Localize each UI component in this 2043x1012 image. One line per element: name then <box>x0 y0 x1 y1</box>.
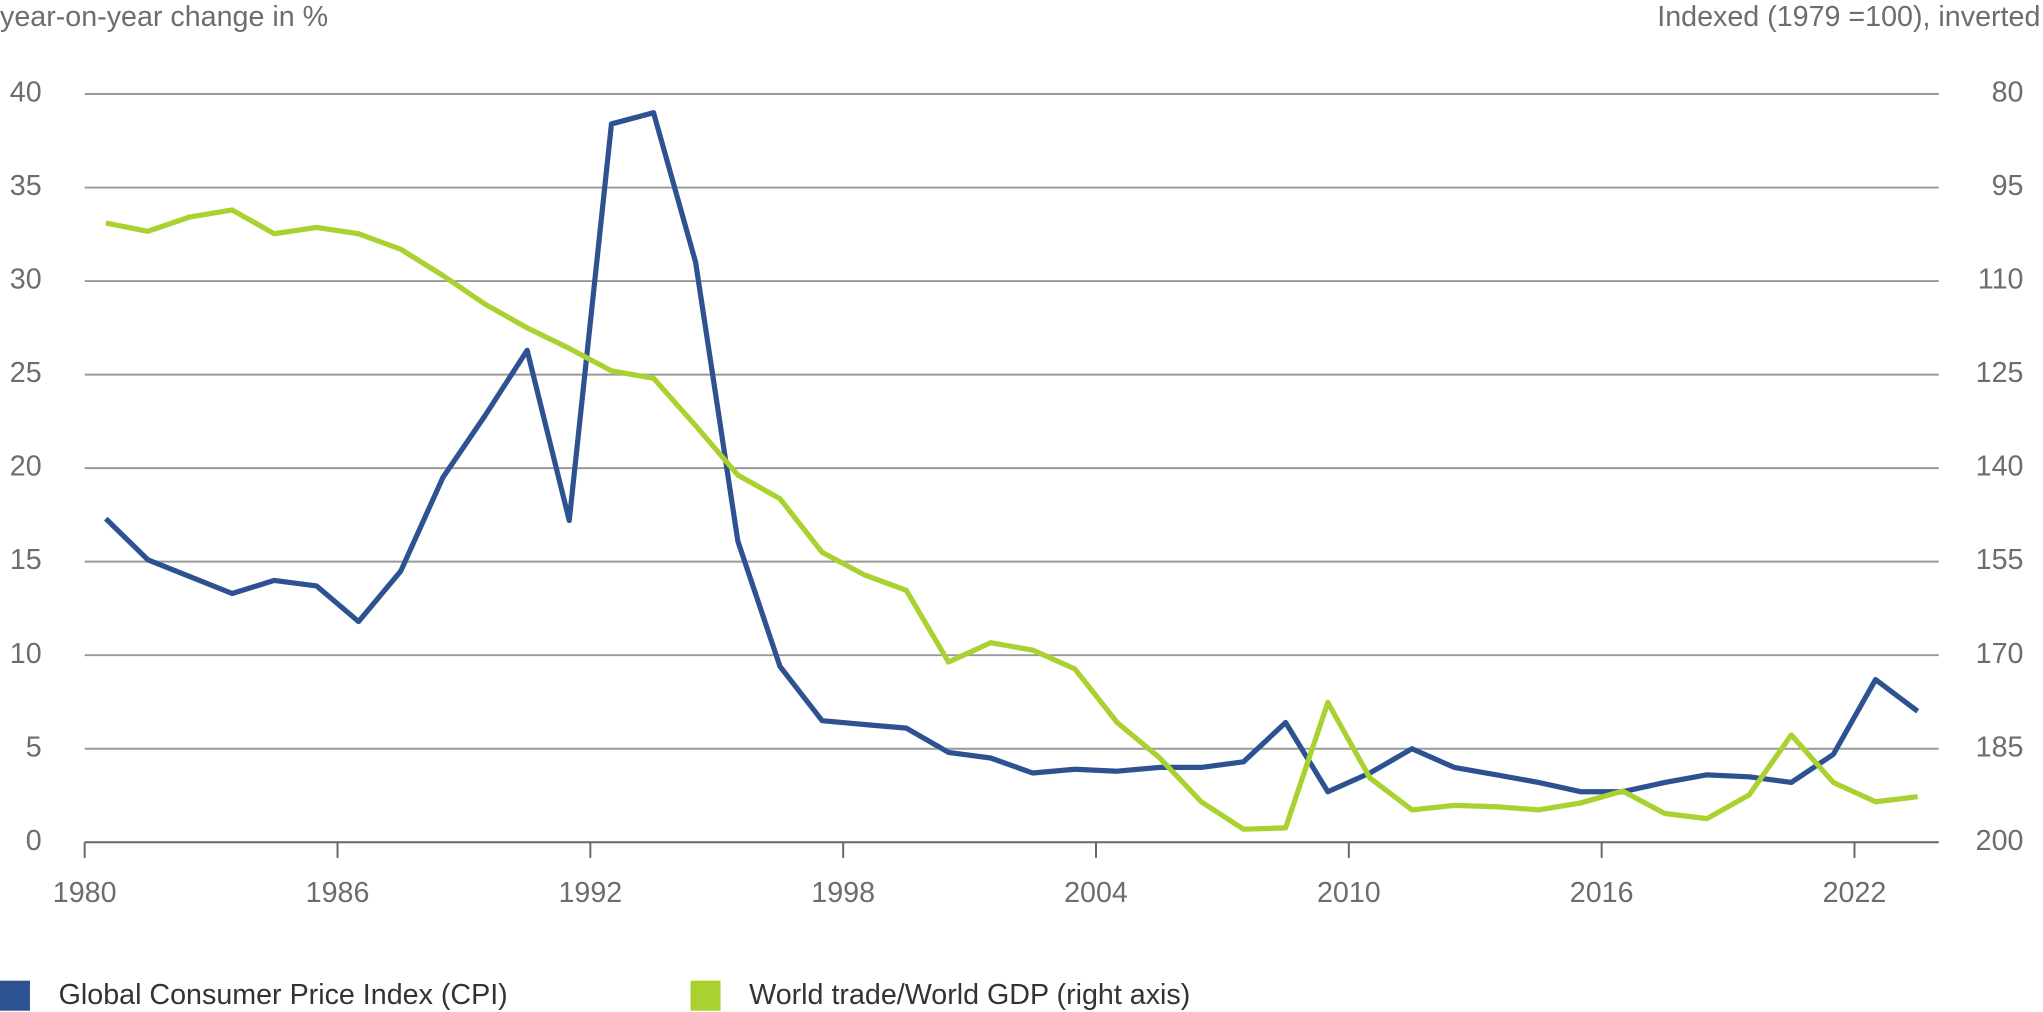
legend-swatch <box>0 980 30 1011</box>
y2-tick-label: 200 <box>1976 825 2024 857</box>
y-tick-label: 40 <box>10 77 42 109</box>
y2-tick-label: 140 <box>1976 451 2024 483</box>
y2-tick-label: 110 <box>1978 264 2024 296</box>
x-tick-label: 2016 <box>1570 877 1634 909</box>
x-tick-label: 1998 <box>811 877 875 909</box>
series-line <box>105 207 1918 832</box>
x-tick-label: 2022 <box>1823 877 1887 909</box>
y-tick-label: 30 <box>10 264 42 296</box>
y2-tick-label: 95 <box>1992 170 2024 202</box>
y-tick-label: 5 <box>26 731 42 763</box>
y2-tick-label: 185 <box>1976 731 2024 763</box>
y2-tick-label: 125 <box>1976 357 2024 389</box>
legend-swatch <box>690 980 721 1011</box>
y-tick-label: 10 <box>10 638 42 670</box>
y-axis-label: year-on-year change in % <box>0 1 328 33</box>
y2-tick-label: 80 <box>1992 77 2024 109</box>
x-tick-label: 2004 <box>1064 877 1128 909</box>
x-tick-label: 2010 <box>1317 877 1381 909</box>
y-tick-label: 15 <box>10 544 42 576</box>
legend-label: Global Consumer Price Index (CPI) <box>59 979 508 1011</box>
y-tick-label: 35 <box>10 170 42 202</box>
y-tick-label: 25 <box>10 357 42 389</box>
y2-tick-label: 155 <box>1976 544 2024 576</box>
x-tick-label: 1980 <box>53 877 117 909</box>
y2-tick-label: 170 <box>1976 638 2024 670</box>
x-tick-label: 1986 <box>306 877 370 909</box>
series-line <box>103 110 1920 795</box>
y2-axis-label: Indexed (1979 =100), inverted <box>1657 1 2040 33</box>
legend-label: World trade/World GDP (right axis) <box>749 979 1190 1011</box>
y-tick-label: 20 <box>10 451 42 483</box>
x-tick-label: 1992 <box>558 877 622 909</box>
y-tick-label: 0 <box>26 825 42 857</box>
